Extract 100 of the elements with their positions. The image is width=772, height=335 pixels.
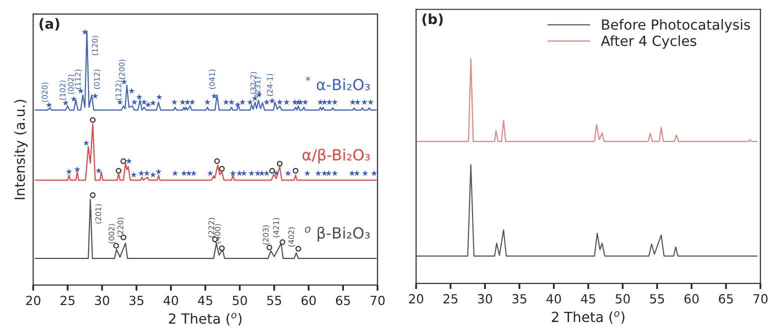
- x-tick-label: 35: [512, 294, 526, 304]
- point: [264, 170, 270, 176]
- point: [348, 170, 356, 176]
- point: [172, 170, 178, 176]
- point: [90, 117, 96, 123]
- point: [214, 158, 220, 164]
- x-tick-label: 25: [60, 296, 74, 306]
- point: [144, 170, 150, 176]
- point: [150, 100, 156, 106]
- point: [292, 168, 298, 174]
- point: [138, 170, 144, 176]
- point: [304, 170, 310, 176]
- x-tick-label: 65: [718, 294, 733, 304]
- point: [326, 170, 332, 176]
- point: [332, 98, 338, 105]
- x-tick-label: 60: [302, 296, 316, 306]
- point: [234, 101, 241, 108]
- point: [219, 166, 225, 172]
- point: [284, 170, 292, 176]
- x-axis-title: 2 Theta ($^{o}$): [168, 312, 242, 326]
- x-tick-label: 50: [232, 296, 247, 306]
- y-axis-title: Intensity (a.u.): [14, 100, 28, 200]
- point: [248, 170, 255, 176]
- point: [126, 158, 132, 164]
- point: [247, 98, 254, 105]
- x-tick-label: 60: [684, 294, 699, 304]
- chart-title: (b): [422, 13, 443, 26]
- point: [92, 92, 98, 99]
- point: [240, 170, 248, 176]
- point: [326, 98, 332, 105]
- point: [317, 98, 324, 105]
- point: [96, 168, 102, 174]
- point: [292, 98, 298, 105]
- point: [354, 98, 361, 105]
- point: [269, 168, 276, 174]
- point: [90, 192, 96, 198]
- point: [74, 166, 80, 172]
- x-tick-label: 70: [370, 296, 385, 306]
- series-label: $^{o}$ β-Bi₂O₃: [304, 226, 370, 242]
- point: [332, 170, 338, 176]
- chart-title: (a): [40, 18, 60, 31]
- point: [113, 242, 120, 249]
- point: [362, 170, 368, 176]
- x-tick-label: 55: [267, 296, 282, 306]
- point: [128, 88, 135, 94]
- point: [321, 98, 328, 105]
- point: [136, 94, 142, 100]
- point: [219, 245, 225, 252]
- point: [62, 100, 69, 106]
- x-tick-label: 20: [26, 296, 40, 306]
- legend-label: Before Photocatalysis: [602, 19, 750, 33]
- point: [222, 98, 230, 105]
- point: [180, 170, 188, 176]
- point: [120, 158, 126, 164]
- x-tick-label: 40: [164, 296, 178, 306]
- point: [150, 172, 156, 178]
- point: [131, 98, 138, 105]
- point: [266, 244, 272, 250]
- point: [239, 98, 246, 105]
- point: [280, 239, 286, 246]
- x-tick-label: 25: [444, 294, 458, 304]
- x-tick-label: 50: [616, 294, 630, 304]
- point: [350, 98, 356, 105]
- point: [83, 140, 90, 146]
- x-tick-label: 70: [753, 294, 768, 304]
- point: [204, 98, 211, 105]
- point: [46, 102, 52, 108]
- point: [228, 98, 235, 105]
- point: [116, 168, 122, 174]
- point: [361, 98, 368, 105]
- point: [284, 98, 290, 105]
- x-tick-label: 30: [478, 294, 492, 304]
- x-tick-label: 20: [409, 294, 424, 304]
- point: [368, 98, 374, 105]
- point: [70, 96, 77, 102]
- point: [264, 98, 270, 105]
- point: [145, 101, 152, 108]
- point: [230, 170, 236, 176]
- point: [180, 98, 186, 105]
- point: [315, 170, 322, 176]
- point: [295, 246, 302, 252]
- x-tick-label: 65: [336, 296, 350, 306]
- point: [276, 98, 283, 105]
- point: [184, 98, 191, 105]
- x-tick-label: 45: [198, 296, 212, 306]
- series-label: α/β-Bi₂O₃: [302, 148, 370, 164]
- series-label: $^{*}$ α-Bi₂O₃: [306, 76, 370, 90]
- x-tick-label: 45: [580, 294, 596, 304]
- point: [236, 170, 243, 176]
- point: [156, 94, 162, 100]
- point: [276, 160, 283, 167]
- legend-label: After 4 Cycles: [600, 35, 696, 49]
- point: [82, 28, 88, 35]
- point: [189, 98, 196, 105]
- x-tick-label: 35: [129, 296, 144, 306]
- x-tick-label: 55: [650, 294, 664, 304]
- point: [171, 98, 178, 105]
- x-axis-title: 2 Theta ($^{o}$): [552, 311, 624, 324]
- point: [269, 98, 276, 104]
- point: [302, 98, 308, 105]
